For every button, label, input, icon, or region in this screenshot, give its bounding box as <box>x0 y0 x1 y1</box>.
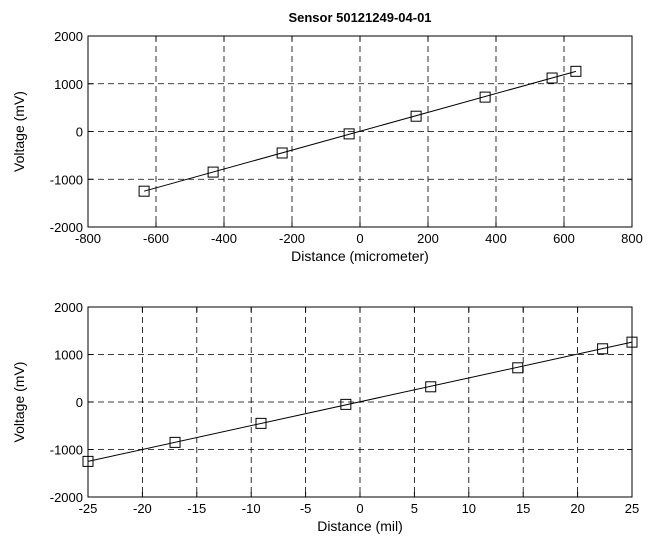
y-tick-label: 2000 <box>54 29 83 44</box>
x-tick-label: 5 <box>411 501 418 516</box>
top-chart: -800 -600 -400 -200 0 200 400 600 800-2000-10000… <box>11 29 643 264</box>
y-axis-label: Voltage (mV) <box>11 362 27 443</box>
data-point <box>512 362 524 374</box>
y-axis-label: Voltage (mV) <box>11 91 27 172</box>
data-point <box>479 91 491 103</box>
x-tick-label: 15 <box>516 501 530 516</box>
data-point <box>570 65 582 77</box>
fit-line <box>87 341 633 462</box>
data-point <box>546 72 558 84</box>
x-tick-label: -15 <box>187 501 206 516</box>
data-point <box>343 128 355 140</box>
x-tick-label: -5 <box>300 501 312 516</box>
data-point <box>255 417 267 429</box>
y-tick-label: 2000 <box>54 300 83 315</box>
x-axis-label: Distance (micrometer) <box>291 248 429 264</box>
data-point <box>410 110 422 122</box>
data-point <box>340 398 352 410</box>
fit-line <box>143 70 577 192</box>
x-tick-label: 0 <box>356 231 363 246</box>
x-tick-label: 800 <box>621 231 643 246</box>
y-tick-label: 1000 <box>54 348 83 363</box>
y-tick-label: 0 <box>76 395 83 410</box>
y-tick-label: -2000 <box>50 490 83 505</box>
x-tick-label: -25 <box>79 501 98 516</box>
data-point <box>169 436 181 448</box>
bottom-chart: -25 -20 -15 -10 -5 0 5 10 15 20 25 -2000 -1000 0 1000 2… <box>11 300 639 534</box>
x-tick-label: -600 <box>143 231 169 246</box>
x-tick-label: 200 <box>417 231 439 246</box>
y-tick-label: -1000 <box>50 172 83 187</box>
x-tick-label: -20 <box>133 501 152 516</box>
x-tick-label: -800 <box>75 231 101 246</box>
y-tick-label: -1000 <box>50 443 83 458</box>
data-point <box>138 185 150 197</box>
x-tick-label: -200 <box>279 231 305 246</box>
data-point <box>425 381 437 393</box>
y-tick-label: -2000 <box>50 220 83 235</box>
x-tick-label: 400 <box>485 231 507 246</box>
chart-title: Sensor 50121249-04-01 <box>288 10 431 25</box>
data-point <box>597 343 609 355</box>
y-tick-label: 0 <box>76 125 83 140</box>
x-tick-label: 600 <box>553 231 575 246</box>
x-tick-label: 10 <box>462 501 476 516</box>
y-tick-label: 1000 <box>54 77 83 92</box>
data-point <box>82 455 94 467</box>
x-tick-label: 25 <box>625 501 639 516</box>
x-axis-label: Distance (mil) <box>317 518 403 534</box>
x-tick-label: 20 <box>570 501 584 516</box>
x-tick-label: 0 <box>356 501 363 516</box>
data-point <box>207 166 219 178</box>
x-tick-label: -10 <box>242 501 261 516</box>
x-tick-label: -400 <box>211 231 237 246</box>
data-point <box>276 147 288 159</box>
data-point <box>626 336 638 348</box>
